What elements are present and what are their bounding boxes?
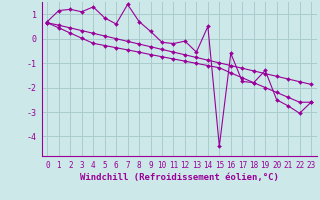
X-axis label: Windchill (Refroidissement éolien,°C): Windchill (Refroidissement éolien,°C): [80, 173, 279, 182]
